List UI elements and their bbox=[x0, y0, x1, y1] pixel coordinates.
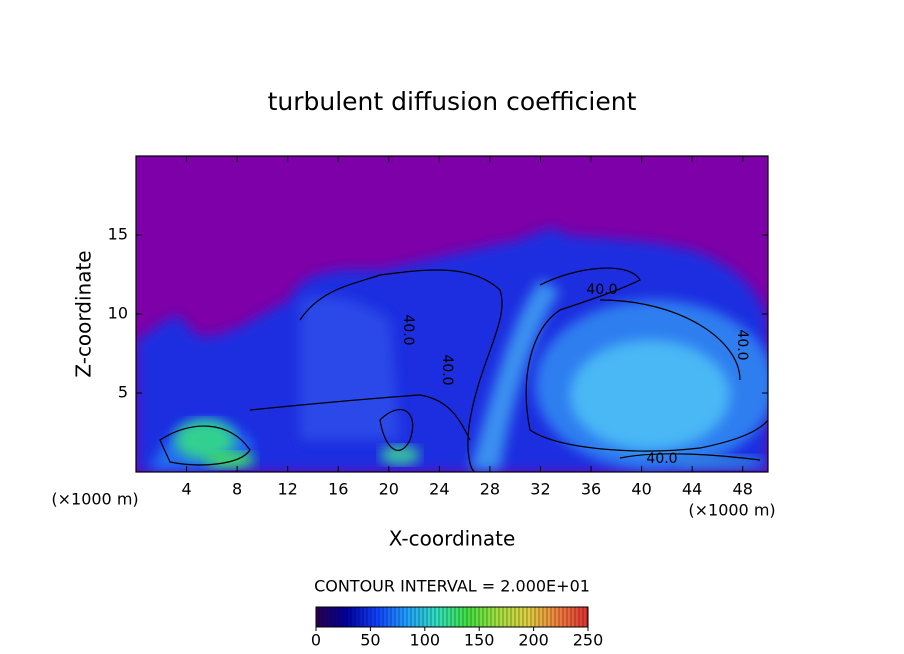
contour-label: 40.0 bbox=[586, 282, 617, 298]
contour-label: 40.0 bbox=[400, 314, 416, 345]
x-axis-label: X-coordinate bbox=[389, 527, 516, 551]
contour-label: 40.0 bbox=[439, 354, 455, 385]
x-tick-label: 16 bbox=[328, 480, 348, 499]
y-axis-label: Z-coordinate bbox=[72, 250, 96, 377]
field bbox=[136, 156, 768, 472]
colorbar-tick-label: 250 bbox=[573, 631, 604, 650]
x-tick-label: 20 bbox=[379, 480, 399, 499]
x-tick-label: 48 bbox=[733, 480, 753, 499]
x-tick-label: 32 bbox=[530, 480, 550, 499]
x-tick-label: 8 bbox=[232, 480, 242, 499]
x-tick-label: 40 bbox=[631, 480, 651, 499]
x-tick-label: 24 bbox=[429, 480, 449, 499]
colorbar bbox=[315, 606, 589, 628]
colorbar-tick-label: 50 bbox=[360, 631, 380, 650]
x-tick-label: 36 bbox=[581, 480, 601, 499]
contour-label: 40.0 bbox=[734, 329, 750, 360]
contour-label: 40.0 bbox=[646, 451, 677, 467]
colorbar-tick-label: 150 bbox=[464, 631, 495, 650]
colorbar-tick-label: 0 bbox=[311, 631, 321, 650]
contour-interval: CONTOUR INTERVAL = 2.000E+01 bbox=[314, 577, 590, 596]
colorbar-tick-label: 200 bbox=[518, 631, 549, 650]
x-unit-left: (×1000 m) bbox=[51, 490, 138, 509]
colorbar-tick-label: 100 bbox=[410, 631, 441, 650]
x-tick-label: 4 bbox=[181, 480, 191, 499]
y-tick-label: 15 bbox=[108, 225, 128, 244]
x-tick-label: 28 bbox=[480, 480, 500, 499]
y-tick-label: 5 bbox=[118, 383, 128, 402]
x-unit: (×1000 m) bbox=[688, 501, 775, 520]
x-tick-label: 12 bbox=[278, 480, 298, 499]
chart-title: turbulent diffusion coefficient bbox=[268, 87, 637, 116]
y-tick-label: 10 bbox=[108, 304, 128, 323]
x-tick-label: 44 bbox=[682, 480, 702, 499]
